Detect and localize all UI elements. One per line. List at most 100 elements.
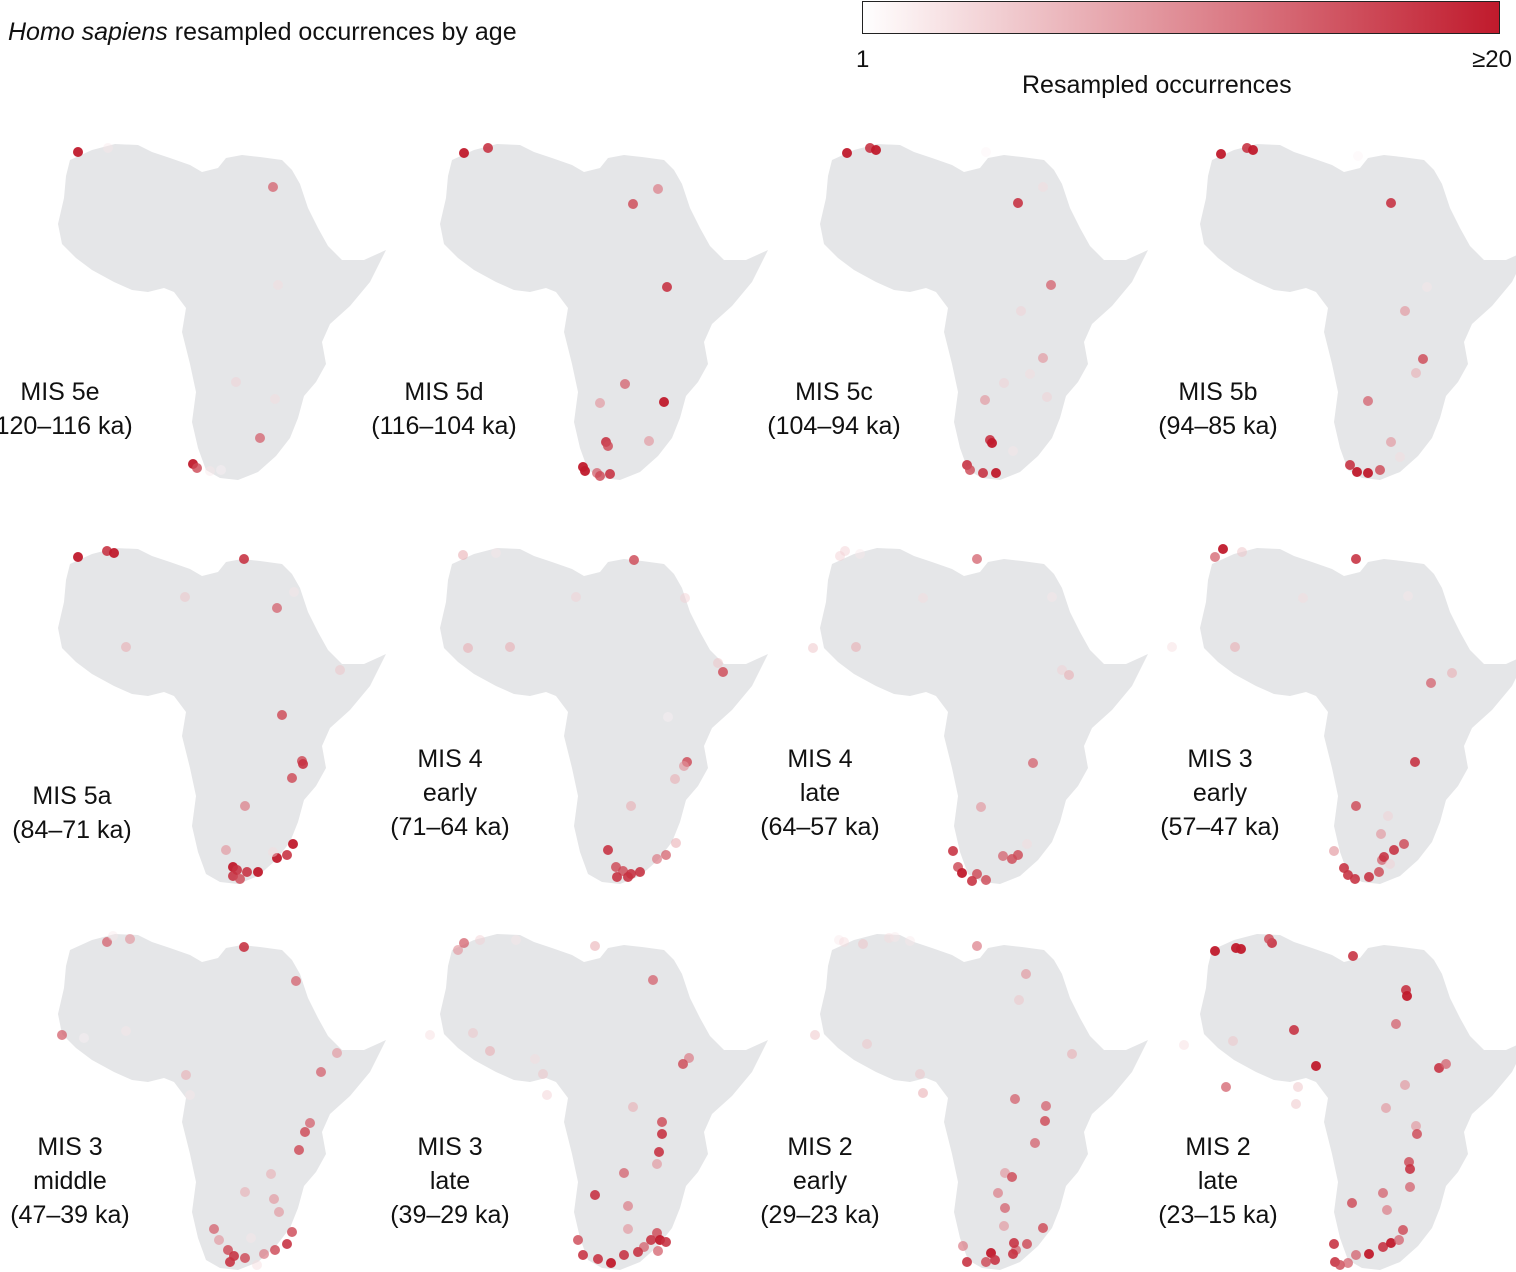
occurrence-point [282,850,292,860]
occurrence-point [573,1235,583,1245]
occurrence-point [1351,554,1361,564]
map-panel-mis2early: MIS 2 early (29–23 ka) [760,910,1164,1272]
panel-label-line: MIS 5a [32,782,112,810]
africa-landmass [58,144,386,480]
occurrence-point [185,1090,195,1100]
panel-label-line: MIS 4 [417,745,483,773]
africa-map [57,931,386,1270]
occurrence-point [839,937,849,947]
occurrence-point [277,710,287,720]
occurrence-point [246,1233,256,1243]
occurrence-point [851,642,861,652]
occurrence-point [266,1169,276,1179]
legend-color-bar [862,1,1500,34]
occurrence-point [225,1257,235,1267]
occurrence-point [79,1033,89,1043]
figure-title-rest: resampled occurrences by age [167,18,517,46]
occurrence-point [1013,198,1023,208]
panel-label-line: early [422,779,478,807]
occurrence-point [578,1250,588,1260]
occurrence-point [1007,1172,1017,1182]
occurrence-point [1022,1239,1032,1249]
map-panel-mis3middle: MIS 3 middle (47–39 ka) [10,910,402,1272]
map-panel-mis5a: MIS 5a (84–71 ka) [12,524,402,886]
occurrence-point [1391,1019,1401,1029]
occurrence-point [1298,593,1308,603]
occurrence-point [1210,552,1220,562]
map-panel-mis4late: MIS 4 late (64–57 ka) [760,524,1164,886]
occurrence-point [1375,465,1385,475]
occurrence-point [1009,1238,1019,1248]
occurrence-point [1291,1099,1301,1109]
occurrence-point [1374,867,1384,877]
occurrence-point [109,548,119,558]
africa-map [1200,143,1516,480]
occurrence-point [1410,757,1420,767]
occurrence-point [1400,306,1410,316]
africa-landmass [820,548,1148,884]
occurrence-point [294,1145,304,1155]
occurrence-point [965,465,975,475]
occurrence-point [571,592,581,602]
occurrence-point [239,554,249,564]
occurrence-point [1411,1121,1421,1131]
figure-title-species: Homo sapiens [8,18,168,46]
panel-label-line: (23–15 ka) [1158,1201,1278,1229]
africa-landmass [820,934,1148,1270]
occurrence-point [538,1069,548,1079]
occurrence-point [1038,1223,1048,1233]
occurrence-point [1379,852,1389,862]
occurrence-point [268,182,278,192]
occurrence-point [259,1249,269,1259]
occurrence-point [629,555,639,565]
occurrence-point [654,1147,664,1157]
occurrence-point [957,868,967,878]
occurrence-point [620,379,630,389]
occurrence-point [453,945,463,955]
occurrence-point [915,1069,925,1079]
map-panel-mis3early: MIS 3 early (57–47 ka) [1160,524,1516,886]
occurrence-point [628,199,638,209]
occurrence-point [1016,306,1026,316]
occurrence-point [483,143,493,153]
africa-map [440,143,768,481]
occurrence-point [1236,944,1246,954]
occurrence-point [1385,859,1395,869]
occurrence-point [1389,845,1399,855]
occurrence-point [1411,368,1421,378]
occurrence-point [948,846,958,856]
occurrence-point [57,1030,67,1040]
occurrence-point [270,394,280,404]
occurrence-point [1008,1249,1018,1259]
occurrence-point [1289,1025,1299,1035]
occurrence-point [890,932,900,942]
occurrence-point [652,854,662,864]
occurrence-point [855,549,865,559]
occurrence-point [580,466,590,476]
occurrence-point [1014,995,1024,1005]
panel-label-line: MIS 4 [787,745,853,773]
panel-label-line: MIS 2 [787,1133,853,1161]
occurrence-point [606,1258,616,1268]
occurrence-point [1405,1182,1415,1192]
occurrence-point [662,282,672,292]
occurrence-point [1046,280,1056,290]
occurrence-point [1426,678,1436,688]
occurrence-point [644,436,654,446]
occurrence-point [623,1201,633,1211]
occurrence-point [1395,452,1405,462]
panel-label: MIS 3 middle (47–39 ka) [0,1130,170,1232]
occurrence-point [623,872,633,882]
occurrence-point [987,438,997,448]
africa-landmass [820,144,1148,480]
occurrence-point [542,1090,552,1100]
occurrence-point [680,593,690,603]
occurrence-point [1329,846,1339,856]
occurrence-point [216,465,226,475]
occurrence-point [808,643,818,653]
occurrence-point [1352,467,1362,477]
occurrence-point [1402,991,1412,1001]
occurrence-point [810,1030,820,1040]
africa-map [1179,934,1516,1270]
occurrence-point [291,976,301,986]
